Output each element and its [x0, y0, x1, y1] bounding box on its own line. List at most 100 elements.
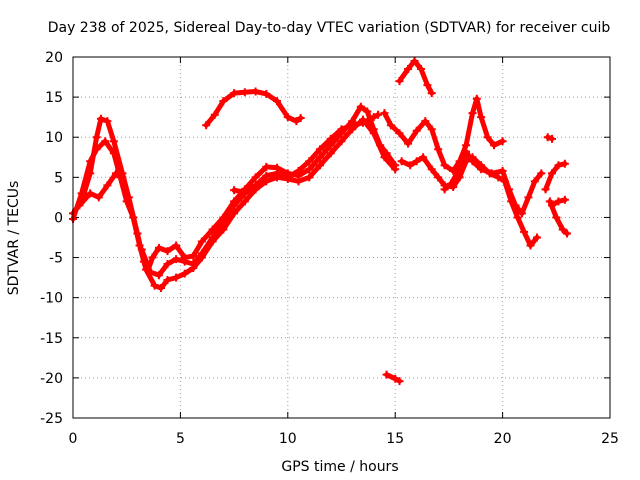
data-point	[483, 133, 492, 142]
data-point	[537, 169, 546, 178]
x-tick-label: 10	[279, 431, 297, 447]
data-point	[251, 87, 260, 96]
data-point	[262, 171, 271, 180]
data-point	[423, 81, 432, 90]
data-point	[154, 243, 163, 252]
series-arc-8	[397, 153, 541, 250]
data-point	[283, 173, 292, 182]
series-arc-15	[548, 195, 569, 210]
data-point	[380, 153, 389, 162]
data-point	[358, 118, 367, 127]
data-point	[416, 65, 425, 74]
data-point	[554, 197, 563, 206]
data-point	[513, 213, 522, 222]
data-point	[103, 117, 112, 126]
data-point	[406, 161, 415, 170]
data-point	[554, 161, 563, 170]
x-axis-label: GPS time / hours	[281, 459, 398, 475]
data-point	[273, 169, 282, 178]
data-point	[146, 267, 155, 276]
data-series	[69, 57, 572, 386]
y-tick-label: 5	[54, 170, 63, 186]
data-point	[316, 153, 325, 162]
data-point	[412, 157, 421, 166]
x-tick-label: 5	[176, 431, 185, 447]
data-point	[543, 133, 552, 142]
data-point	[292, 117, 301, 126]
y-tick-labels: -25 -20 -15 -10 -5 0 5 10 15 20	[40, 50, 63, 427]
data-point	[462, 147, 471, 156]
data-point	[391, 165, 400, 174]
y-tick-label: -10	[40, 291, 63, 307]
series-arc-4	[75, 169, 127, 210]
grid	[73, 57, 610, 418]
plot-frame	[72, 56, 611, 419]
series-arc-5	[202, 87, 305, 130]
data-point	[172, 241, 181, 250]
data-point	[455, 165, 464, 174]
series-line	[543, 161, 568, 192]
data-point	[219, 217, 228, 226]
x-tick-labels: 0 5 10 15 20 25	[69, 431, 619, 447]
data-point	[517, 209, 526, 218]
data-point	[219, 97, 228, 106]
x-tick-label: 15	[386, 431, 404, 447]
data-point	[262, 162, 271, 171]
data-point	[434, 173, 443, 182]
data-point	[189, 259, 198, 268]
data-point	[356, 102, 365, 111]
data-point	[487, 169, 496, 178]
data-point	[524, 193, 533, 202]
data-point	[202, 121, 211, 130]
data-point	[86, 189, 95, 198]
data-point	[560, 159, 569, 168]
series-arc-10	[395, 57, 436, 98]
data-point	[369, 129, 378, 138]
data-point	[118, 173, 127, 182]
data-point	[498, 137, 507, 146]
data-point	[412, 126, 421, 135]
data-point	[427, 89, 436, 98]
series-line	[547, 198, 570, 236]
data-point	[498, 166, 507, 175]
data-point	[380, 109, 389, 118]
x-tick-label: 25	[601, 431, 619, 447]
data-point	[369, 113, 378, 122]
data-point	[440, 161, 449, 170]
data-point	[240, 88, 249, 97]
data-point	[86, 157, 95, 166]
data-point	[541, 185, 550, 194]
data-point	[92, 133, 101, 142]
data-point	[305, 173, 314, 182]
data-point	[251, 173, 260, 182]
data-point	[262, 89, 271, 98]
data-point	[468, 157, 477, 166]
series-arc-14	[545, 197, 572, 238]
data-point	[77, 189, 86, 198]
data-point	[172, 273, 181, 282]
data-point	[96, 114, 105, 123]
data-point	[447, 179, 456, 188]
data-point	[294, 177, 303, 186]
data-point	[548, 201, 557, 210]
data-point	[75, 201, 84, 210]
series-arc-12	[543, 133, 557, 143]
data-point	[230, 201, 239, 210]
data-point	[395, 377, 404, 386]
series-arc-11	[382, 370, 404, 386]
data-point	[251, 181, 260, 190]
y-tick-label: -25	[40, 411, 63, 427]
data-point	[563, 229, 572, 238]
data-point	[92, 145, 101, 154]
data-point	[109, 137, 118, 146]
data-point	[305, 165, 314, 174]
data-point	[468, 109, 477, 118]
data-point	[410, 57, 419, 66]
data-point	[552, 213, 561, 222]
data-point	[180, 257, 189, 266]
data-point	[494, 173, 503, 182]
data-point	[273, 97, 282, 106]
data-point	[283, 113, 292, 122]
series-arc-7	[380, 94, 507, 175]
data-point	[337, 125, 346, 134]
